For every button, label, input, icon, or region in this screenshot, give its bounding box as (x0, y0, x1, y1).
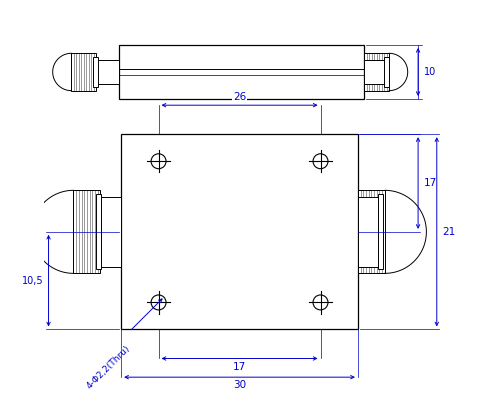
Bar (384, 57, 389, 87)
Bar (96, 59, 119, 84)
Bar (358, 190, 385, 273)
Text: 30: 30 (233, 380, 246, 390)
Bar (119, 45, 364, 99)
Bar (93, 57, 98, 87)
Text: 17: 17 (424, 178, 437, 188)
Text: 21: 21 (443, 227, 456, 237)
Text: 10: 10 (424, 67, 436, 77)
Bar (96, 194, 101, 269)
Bar (378, 194, 383, 269)
Text: 4-Φ2,2(Thru): 4-Φ2,2(Thru) (85, 344, 132, 391)
Bar (364, 59, 387, 84)
Text: 10,5: 10,5 (22, 275, 43, 285)
Bar (74, 190, 100, 273)
Text: 17: 17 (233, 362, 246, 372)
Bar (364, 53, 389, 91)
Text: 26: 26 (233, 92, 246, 102)
Bar (121, 134, 358, 329)
Bar (72, 53, 96, 91)
Bar (358, 196, 380, 267)
Bar (100, 196, 121, 267)
